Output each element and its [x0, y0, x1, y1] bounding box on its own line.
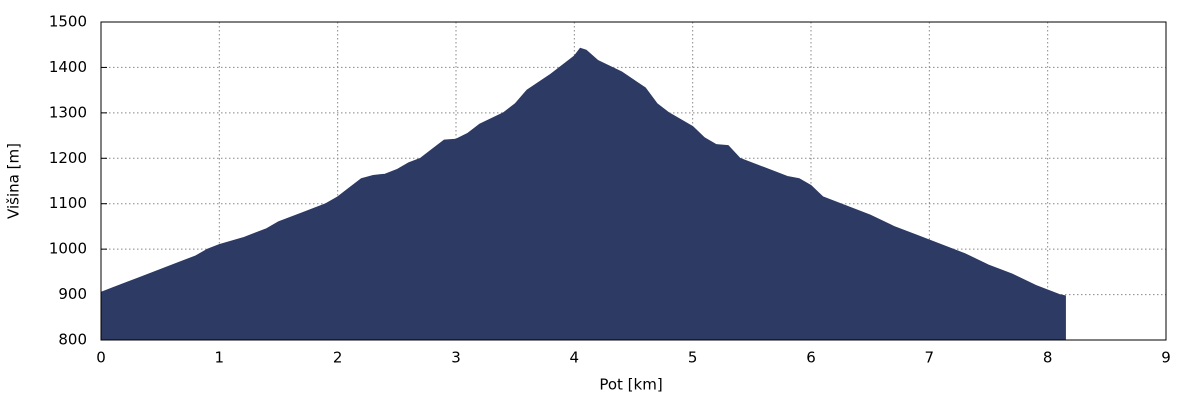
y-tick-label: 1300 — [49, 103, 87, 121]
x-tick-label: 4 — [570, 349, 580, 367]
x-tick-label: 7 — [925, 349, 935, 367]
x-tick-label: 6 — [806, 349, 816, 367]
plot-frame — [100, 21, 1167, 341]
y-tick-label: 1500 — [49, 13, 87, 31]
y-tick-label: 1100 — [49, 194, 87, 212]
y-tick-label: 800 — [58, 331, 87, 349]
x-tick-label: 2 — [333, 349, 343, 367]
x-tick-label: 0 — [96, 349, 106, 367]
elevation-area — [100, 47, 1066, 341]
x-tick-label: 9 — [1161, 349, 1171, 367]
y-tick-label: 900 — [58, 285, 87, 303]
x-tick-label: 3 — [451, 349, 461, 367]
x-tick-label: 5 — [688, 349, 698, 367]
y-tick-label: 1400 — [49, 58, 87, 76]
y-tick-label: 1000 — [49, 240, 87, 258]
y-axis-label: Višina [m] — [5, 143, 23, 219]
x-tick-label: 8 — [1043, 349, 1053, 367]
x-tick-label: 1 — [215, 349, 225, 367]
x-axis-label: Pot [km] — [599, 376, 662, 394]
y-tick-label: 1200 — [49, 149, 87, 167]
